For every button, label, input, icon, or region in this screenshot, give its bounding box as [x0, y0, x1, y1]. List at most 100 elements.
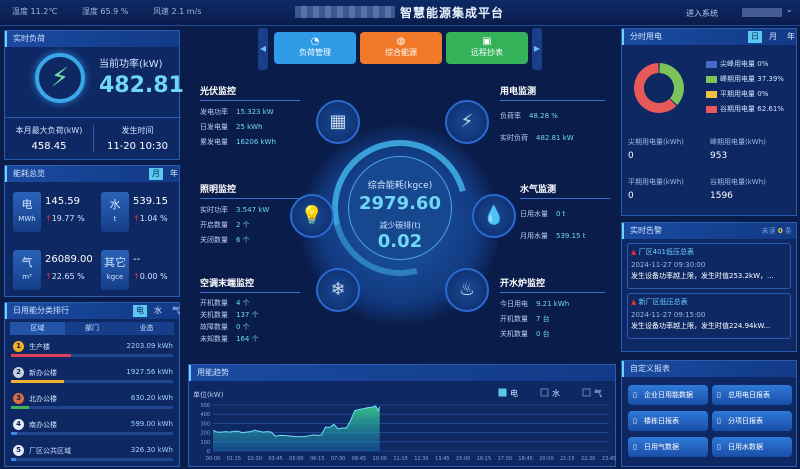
rank-value: 1927.56 kWh [126, 368, 173, 376]
report-button[interactable]: ▯ 总用电日报表 [712, 385, 792, 405]
report-button[interactable]: ▯ 分项日报表 [712, 411, 792, 431]
category-value: 145.59 [45, 196, 80, 207]
legend-swatch [706, 105, 717, 113]
tab-water[interactable]: 水 [154, 306, 162, 315]
nav-prev-button[interactable]: ◀ [258, 28, 268, 70]
rank-name: 厂区公共区域 [29, 447, 71, 455]
alarm-time: 2024-11-27 09:15:00 [631, 311, 706, 319]
alarm-panel: 实时告警 未读 0 条 ▲ 厂区401低压总表 2024-11-27 09:30… [621, 222, 797, 352]
ranking-row[interactable]: 5 厂区公共区域 326.30 kWh [5, 442, 179, 468]
subtab-area[interactable]: 区域 [10, 322, 65, 335]
rank-medal-icon: 3 [13, 393, 24, 404]
metric-label: 开机数量 [200, 299, 228, 307]
gauge-icon: ◔ [310, 36, 320, 47]
ranking-row[interactable]: 4 南办公楼 599.00 kWh [5, 416, 179, 442]
rank-bar-fill [11, 354, 71, 357]
carbon-label: 减少碳排(t) [379, 221, 421, 230]
nav-label: 负荷管理 [299, 48, 331, 57]
enter-system-link[interactable]: 进入系统 [686, 9, 718, 18]
x-tick-label: 06:15 [310, 456, 324, 462]
user-chevron-down-icon[interactable]: ⌄ [786, 5, 793, 14]
alarm-item[interactable]: ▲ 新厂区低压总表 2024-11-27 09:15:00 发生设备功率越上限，… [627, 293, 791, 339]
donut-slice [634, 63, 677, 113]
metric-value: 6 个 [236, 236, 250, 244]
ranking-row[interactable]: 3 北办公楼 630.20 kWh [5, 390, 179, 416]
legend-checkbox[interactable] [498, 388, 507, 397]
rank-value: 599.00 kWh [130, 420, 173, 428]
unread-count[interactable]: 未读 0 条 [762, 223, 792, 239]
total-energy-label: 综合能耗(kgce) [367, 181, 433, 191]
total-energy: 综合能耗(kgce) 2979.60 减少碳排(t) 0.02 [340, 178, 460, 252]
user-name[interactable] [742, 8, 782, 17]
metric-row: 日用水量 0 t [520, 203, 610, 225]
metric-row: 关机数量 0 台 [500, 327, 605, 342]
nav-button-2[interactable]: ◍ 综合能源 [360, 32, 442, 64]
subtab-department[interactable]: 部门 [85, 324, 99, 332]
cell-label: 谷期用电量(kWh) [710, 178, 766, 186]
x-tick-label: 02:30 [247, 456, 261, 462]
legend-pct: 0% [757, 60, 769, 68]
category-unit: kgce [106, 273, 124, 281]
report-button[interactable]: ▯ 日用水数据 [712, 437, 792, 457]
metric-label: 关闭数量 [200, 236, 228, 244]
cell-label: 平期用电量(kWh) [628, 178, 684, 186]
current-power-value: 482.81 [99, 73, 184, 98]
category-name: 其它 [104, 256, 126, 269]
nav-button-1[interactable]: ◔ 负荷管理 [274, 32, 356, 64]
tab-month[interactable]: 月 [149, 168, 163, 180]
tab-month[interactable]: 月 [769, 32, 777, 41]
section-title: 开水炉监控 [500, 276, 605, 293]
alarm-message: 发生设备功率越上限，发生时值224.94kW... [631, 322, 771, 330]
report-button[interactable]: ▯ 楼栋日报表 [628, 411, 708, 431]
tab-gas[interactable]: 气 [172, 306, 180, 315]
legend-checkbox[interactable] [582, 388, 591, 397]
tab-year[interactable]: 年 [170, 169, 178, 178]
nav-button-3[interactable]: ▣ 远程抄表 [446, 32, 528, 64]
tou-cell: 峰期用电量(kWh) 953 [710, 137, 790, 161]
tou-cell: 平期用电量(kWh) 0 [628, 177, 708, 201]
subtab-business[interactable]: 业态 [139, 324, 154, 332]
unread-value: 0 [777, 227, 783, 235]
category-change: 0.00 % [139, 272, 168, 281]
pv-monitor: 光伏监控 发电功率 15.323 kW 日发电量 25 kWh 累发电量 16206 kWh [200, 84, 300, 150]
metric-label: 关机数量 [200, 311, 228, 319]
report-label: 分项日报表 [728, 417, 763, 425]
legend-item: 峰期用电量 37.39% [706, 74, 784, 89]
section-title: 空调末端监控 [200, 276, 300, 293]
nav-next-button[interactable]: ▶ [532, 28, 542, 70]
cell-value: 953 [710, 151, 728, 161]
document-icon: ▯ [717, 443, 721, 451]
metric-label: 未知数量 [200, 335, 228, 343]
category-unit: m³ [22, 273, 32, 281]
report-button[interactable]: ▯ 日用气数据 [628, 437, 708, 457]
custom-report-panel: 自定义报表 ▯ 企业日用能数据 ▯ 总用电日报表 ▯ 楼栋日报表 ▯ 分项日报表 ▯ 日用气数据 ▯… [621, 360, 797, 467]
panel-title: 自定义报表 [622, 361, 796, 377]
metric-row: 日发电量 25 kWh [200, 120, 300, 135]
legend-pct: 0% [757, 90, 769, 98]
tou-cell: 尖期用电量(kWh) 0 [628, 137, 708, 161]
rank-bar-fill [11, 458, 16, 461]
meter-icon: ▣ [482, 36, 492, 47]
legend-swatch [706, 75, 717, 83]
metric-row: 实时功率 3.547 kW [200, 203, 300, 218]
tab-electric[interactable]: 电 [133, 305, 147, 317]
alarm-item[interactable]: ▲ 厂区401低压总表 2024-11-27 09:30:00 发生设备功率越上… [627, 243, 791, 289]
metric-label: 实时负荷 [500, 134, 528, 142]
metric-value: 0 t [556, 210, 566, 218]
metric-value: 7 台 [536, 315, 550, 323]
tab-day[interactable]: 日 [748, 31, 762, 43]
water-boiler-icon: ♨ [445, 268, 489, 312]
energy-trend-panel: 用能趋势 单位(kW) 0 100 200 300 400 500 00:00 01:15 02:… [188, 364, 616, 467]
ranking-row[interactable]: 1 生产楼 2203.09 kWh [5, 338, 179, 364]
ranking-row[interactable]: 2 新办公楼 1927.56 kWh [5, 364, 179, 390]
rank-name: 南办公楼 [29, 421, 57, 429]
legend-checkbox[interactable] [540, 388, 549, 397]
weather-info: 温度 11.2℃ 湿度 65.9 % 风速 2.1 m/s [12, 6, 223, 17]
report-button[interactable]: ▯ 企业日用能数据 [628, 385, 708, 405]
rank-name: 北办公楼 [29, 395, 57, 403]
tab-year[interactable]: 年 [787, 32, 795, 41]
rank-medal-icon: 5 [13, 445, 24, 456]
water-drop-icon: 💧 [472, 194, 516, 238]
warning-icon: ▲ [631, 298, 637, 306]
legend-pct: 62.61% [757, 105, 784, 113]
